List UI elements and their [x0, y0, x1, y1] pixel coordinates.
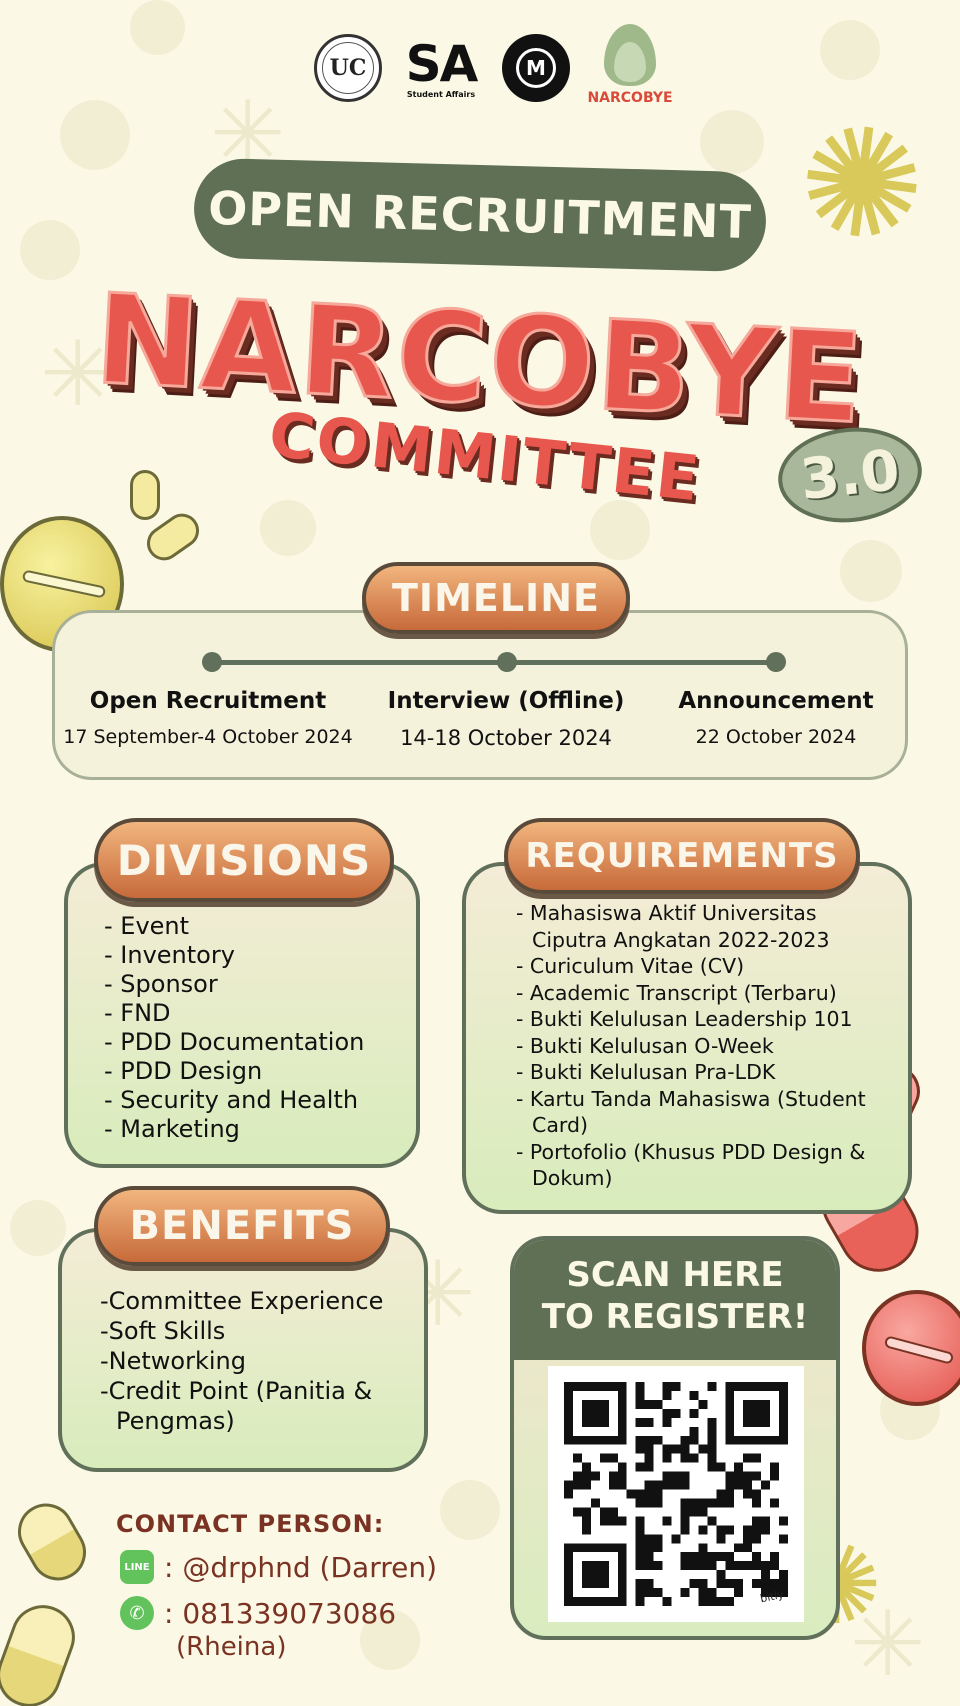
universitas-ciputra-logo: UC: [314, 34, 382, 102]
list-item: - Bukti Kelulusan O-Week: [516, 1033, 774, 1058]
list-item: -Networking: [100, 1347, 246, 1375]
tablet-score-line: [21, 569, 107, 599]
benefits-list: -Committee Experience -Soft Skills -Netw…: [100, 1286, 390, 1436]
qr-code[interactable]: [564, 1382, 788, 1606]
divisions-list: - Event - Inventory - Sponsor - FND - PD…: [104, 912, 364, 1144]
timeline-stage-date: 14-18 October 2024: [400, 726, 612, 750]
bg-pill-dot: [700, 110, 764, 174]
bg-pill-dot: [130, 0, 185, 55]
list-item: - Bukti Kelulusan Leadership 101: [516, 1007, 853, 1031]
uc-logo-text: UC: [329, 55, 367, 81]
list-item: - Kartu Tanda Mahasiswa (Student Card): [516, 1086, 866, 1138]
mentoring-logo-letter: M: [516, 48, 556, 88]
student-affairs-logo: SA Student Affairs: [396, 35, 486, 99]
bg-pill-dot: [60, 100, 130, 170]
list-item: -Credit Point (Panitia & Pengmas): [100, 1377, 373, 1435]
list-item: - Bukti Kelulusan Pra-LDK: [516, 1060, 776, 1084]
contact-line[interactable]: LINE : @drphnd (Darren): [120, 1550, 437, 1584]
contact-whatsapp-text: : 081339073086: [164, 1596, 397, 1630]
list-item: - Marketing: [104, 1115, 240, 1143]
list-item: - Academic Transcript (Terbaru): [516, 980, 837, 1005]
timeline-stage-label: Open Recruitment: [89, 688, 327, 714]
yellow-capsule-icon: [0, 1596, 84, 1706]
tablet-score-line: [883, 1335, 955, 1365]
timeline-stage-date: 17 September-4 October 2024: [63, 726, 353, 748]
flame-inner-icon: [614, 42, 646, 82]
bg-pill-dot: [590, 500, 650, 560]
contact-title: CONTACT PERSON:: [116, 1510, 385, 1538]
narcobye-logo-text: NARCOBYE: [587, 90, 673, 106]
mentoring-department-logo: M: [502, 34, 570, 102]
benefits-card: [58, 1228, 428, 1472]
whatsapp-icon: ✆: [120, 1596, 154, 1630]
sa-logo-text: SA: [405, 35, 479, 93]
register-card-header: [514, 1240, 836, 1360]
list-item: - PDD Documentation: [104, 1028, 365, 1056]
narcobye-logo: NARCOBYE: [582, 24, 678, 114]
list-item: - Sponsor: [104, 970, 218, 998]
list-item: - Event: [104, 912, 190, 940]
list-item: - Curiculum Vitae (CV): [516, 954, 745, 978]
contact-whatsapp[interactable]: ✆ : 081339073086: [120, 1596, 396, 1630]
list-item: - Inventory: [104, 941, 235, 969]
contact-whatsapp-name: (Rheina): [176, 1632, 287, 1662]
bg-leaf-icon: ✳: [40, 322, 116, 427]
bg-pill-dot: [10, 1200, 66, 1256]
red-tablet-icon: [862, 1290, 960, 1406]
divisions-heading: DIVISIONS: [94, 818, 394, 902]
timeline-heading: TIMELINE: [362, 562, 630, 634]
timeline-line: [212, 660, 776, 665]
sa-logo-caption: Student Affairs: [406, 90, 476, 99]
register-cta: SCAN HERE TO REGISTER!: [510, 1254, 840, 1338]
timeline-stage-date: 22 October 2024: [695, 726, 857, 748]
list-item: - FND: [104, 999, 171, 1027]
list-item: -Soft Skills: [100, 1317, 226, 1345]
requirements-list: - Mahasiswa Aktif Universitas Ciputra An…: [516, 900, 896, 1192]
list-item: - Mahasiswa Aktif Universitas Ciputra An…: [516, 901, 830, 952]
cannabis-leaf-icon: ✺: [779, 84, 947, 286]
timeline-dot: [497, 652, 517, 672]
timeline-stage-label: Interview (Offline): [387, 688, 625, 714]
open-recruitment-banner: OPEN RECRUITMENT: [192, 157, 768, 273]
bg-pill-dot: [360, 1610, 420, 1670]
benefits-heading: BENEFITS: [94, 1186, 390, 1266]
timeline-card: [52, 610, 908, 780]
timeline-dot: [202, 652, 222, 672]
list-item: -Committee Experience: [100, 1287, 384, 1315]
yellow-capsule-icon: [130, 470, 160, 520]
list-item: - PDD Design: [104, 1057, 263, 1085]
line-app-icon: LINE: [120, 1550, 154, 1584]
register-cta-line: TO REGISTER!: [541, 1297, 809, 1337]
bg-pill-dot: [260, 500, 316, 556]
list-item: - Portofolio (Khusus PDD Design & Dokum): [516, 1139, 866, 1191]
bg-pill-dot: [820, 20, 880, 80]
timeline-stage-label: Announcement: [678, 688, 874, 714]
bg-pill-dot: [20, 220, 80, 280]
yellow-capsule-icon: [7, 1493, 97, 1591]
bg-leaf-icon: ✳: [850, 1592, 926, 1697]
timeline-dot: [766, 652, 786, 672]
register-cta-line: SCAN HERE: [566, 1255, 784, 1295]
bg-pill-dot: [840, 540, 902, 602]
contact-line-text: : @drphnd (Darren): [164, 1550, 438, 1584]
requirements-heading: REQUIREMENTS: [504, 818, 860, 894]
bg-pill-dot: [440, 1480, 500, 1540]
requirements-card: [462, 862, 912, 1214]
list-item: - Security and Health: [104, 1086, 359, 1114]
